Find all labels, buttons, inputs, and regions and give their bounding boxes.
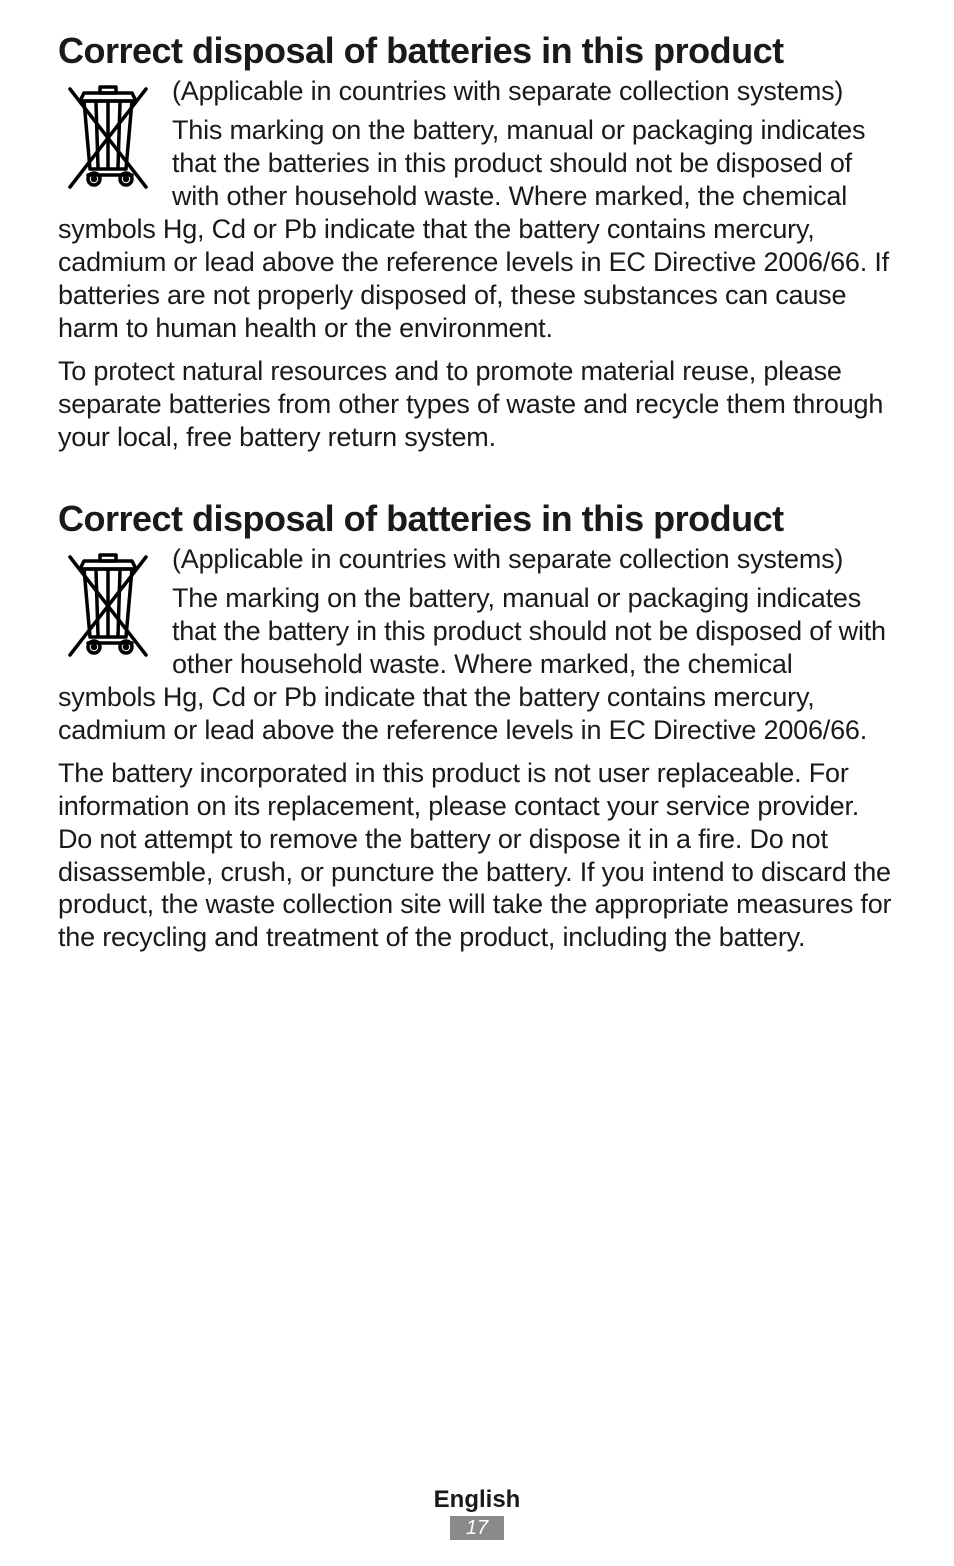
heading-1: Correct disposal of batteries in this pr… [58,30,896,71]
heading-2: Correct disposal of batteries in this pr… [58,498,896,539]
body-1: (Applicable in countries with separate c… [58,75,896,355]
disposal-text-1a: This marking on the battery, manual or p… [58,114,896,345]
weee-bin-icon [58,79,158,207]
section-battery-disposal-1: Correct disposal of batteries in this pr… [58,30,896,454]
footer-language: English [0,1486,954,1514]
disposal-text-1b: To protect natural resources and to prom… [58,355,896,454]
weee-bin-icon [58,547,158,675]
body-2: (Applicable in countries with separate c… [58,543,896,757]
footer-page-number: 17 [450,1516,504,1540]
applicability-note-1: (Applicable in countries with separate c… [58,75,896,108]
disposal-text-2a: The marking on the battery, manual or pa… [58,582,896,747]
disposal-text-2b: The battery incorporated in this product… [58,757,896,955]
page-footer: English 17 [0,1486,954,1540]
section-battery-disposal-2: Correct disposal of batteries in this pr… [58,498,896,955]
applicability-note-2: (Applicable in countries with separate c… [58,543,896,576]
